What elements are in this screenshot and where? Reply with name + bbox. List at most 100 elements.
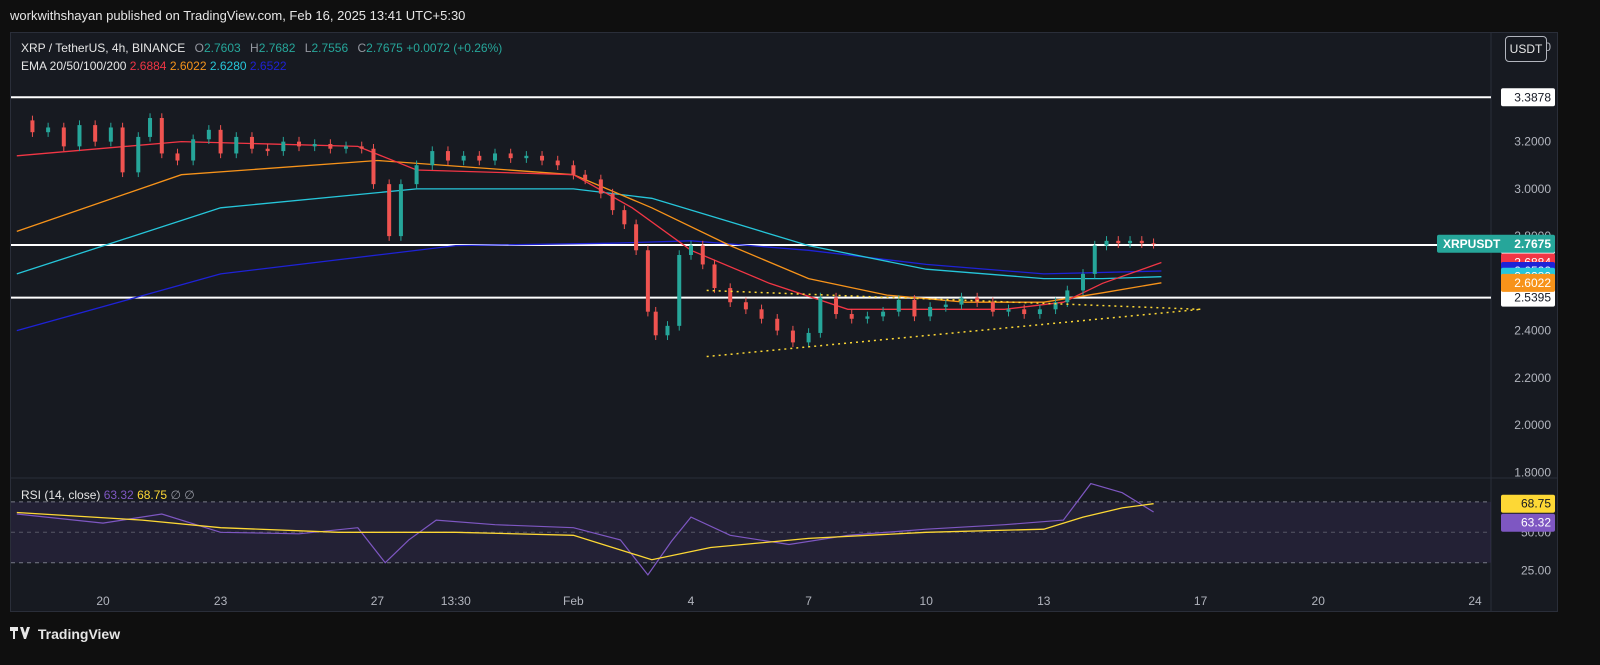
candle-body-63: [928, 306, 933, 317]
candle-body-45: [665, 325, 670, 336]
candle-body-4: [77, 125, 82, 147]
candle-body-7: [120, 127, 125, 173]
rsi-value-tag-label: 63.32: [1521, 516, 1551, 530]
ema-price-tag-4: [1501, 273, 1555, 292]
candle-body-78: [1139, 240, 1144, 244]
x-tick-2: 27: [371, 594, 385, 608]
candle-body-58: [849, 314, 854, 319]
candle-body-37: [571, 165, 576, 175]
rsi-value-tag: [1501, 513, 1555, 532]
rsi-label[interactable]: RSI (14, close): [21, 488, 101, 502]
ema20-value: 2.6884: [129, 59, 167, 73]
candle-body-65: [959, 297, 964, 305]
candle-body-43: [645, 250, 650, 312]
candle-body-41: [622, 210, 627, 225]
candle-body-25: [387, 184, 392, 237]
candle-body-64: [943, 304, 948, 307]
high-label: H: [250, 41, 259, 55]
candle-body-12: [191, 139, 196, 161]
symbol-title[interactable]: XRP / TetherUS, 4h, BINANCE: [21, 41, 186, 55]
ema-label[interactable]: EMA 20/50/100/200: [21, 59, 127, 73]
candle-body-11: [175, 153, 180, 161]
y-tick-2: 3.2000: [1514, 135, 1551, 149]
candle-body-67: [990, 302, 995, 312]
low-label: L: [304, 41, 312, 55]
ema-price-label-4: 2.6022: [1514, 276, 1551, 290]
candle-body-38: [583, 174, 588, 180]
candle-body-1: [30, 120, 35, 133]
level-label-2: 2.5395: [1514, 291, 1551, 305]
x-tick-9: 17: [1194, 594, 1208, 608]
tradingview-brand: TradingView: [37, 626, 121, 642]
candle-body-28: [430, 151, 435, 166]
close-label: C: [357, 41, 367, 55]
triangle-upper-line: [706, 289, 1201, 311]
symbol-price-name: XRPUSDT: [1443, 237, 1501, 251]
ema50-value: 2.6022: [169, 59, 207, 73]
publisher-text: workwithshayan published on TradingView.…: [10, 8, 466, 23]
x-tick-0: 20: [96, 594, 110, 608]
candle-body-77: [1128, 240, 1133, 244]
candle-body-35: [540, 155, 545, 161]
candle-body-57: [834, 297, 839, 315]
candle-body-15: [234, 136, 239, 154]
rsi-ma-tag-label: 68.75: [1521, 497, 1551, 511]
candle-body-24: [371, 148, 376, 185]
candle-body-27: [414, 165, 419, 185]
rsi-legend: RSI (14, close) 63.32 68.75 ∅ ∅: [21, 488, 195, 502]
rsi-ma-line: [16, 503, 1154, 561]
candle-body-39: [598, 179, 603, 194]
candle-body-40: [610, 193, 615, 211]
x-tick-8: 13: [1037, 594, 1051, 608]
candle-body-8: [136, 136, 141, 173]
tradingview-logo-icon: [10, 626, 30, 642]
ema200-value: 2.6522: [249, 59, 287, 73]
ema100-line: [16, 188, 1162, 280]
rsi-tick-1: 25.00: [1521, 563, 1551, 577]
level-tag-2: [1501, 288, 1555, 307]
level-tag-0: [1501, 88, 1555, 107]
symbol-price-tag: [1437, 234, 1555, 253]
candle-body-30: [461, 155, 466, 161]
candle-body-53: [775, 318, 780, 331]
x-tick-3: 13:30: [441, 594, 471, 608]
candle-body-32: [493, 153, 497, 161]
open-value: 2.7603: [203, 41, 241, 55]
currency-button[interactable]: USDT: [1505, 36, 1547, 62]
candle-body-21: [328, 144, 333, 149]
tradingview-logo[interactable]: TradingView: [10, 626, 120, 642]
candle-body-48: [700, 245, 705, 265]
rsi-pane: [11, 479, 1491, 581]
candle-body-44: [653, 311, 658, 336]
candle-body-61: [896, 299, 901, 312]
candle-body-10: [159, 118, 164, 154]
open-label: O: [194, 41, 204, 55]
candle-body-49: [712, 264, 717, 289]
candle-body-29: [445, 151, 450, 161]
x-tick-6: 7: [805, 594, 812, 608]
x-tick-10: 20: [1312, 594, 1326, 608]
chart-panel[interactable]: 3.60003.40003.20003.00002.80002.60002.40…: [10, 32, 1558, 612]
candle-body-46: [677, 255, 682, 326]
candle-body-76: [1116, 240, 1121, 244]
publisher-bar: workwithshayan published on TradingView.…: [0, 0, 1600, 32]
candle-body-33: [508, 153, 513, 159]
candle-body-73: [1081, 273, 1085, 291]
y-tick-9: 1.8000: [1514, 465, 1551, 479]
candle-body-51: [743, 302, 748, 310]
symbol-price-value: 2.7675: [1514, 237, 1551, 251]
candle-body-74: [1092, 245, 1097, 274]
candle-body-13: [206, 129, 211, 140]
chart-svg[interactable]: 3.60003.40003.20003.00002.80002.60002.40…: [11, 33, 1557, 611]
high-value: 2.7682: [258, 41, 296, 55]
candle-body-31: [477, 155, 482, 161]
candle-body-62: [912, 299, 917, 317]
x-tick-4: Feb: [563, 594, 584, 608]
footer: TradingView: [0, 612, 1600, 665]
low-value: 2.7556: [311, 41, 349, 55]
change-value: +0.0072 (+0.26%): [406, 41, 503, 55]
y-tick-3: 3.0000: [1514, 182, 1551, 196]
rsi-value: 63.32: [103, 488, 134, 502]
candle-body-52: [759, 309, 764, 319]
candle-body-69: [1022, 309, 1027, 315]
